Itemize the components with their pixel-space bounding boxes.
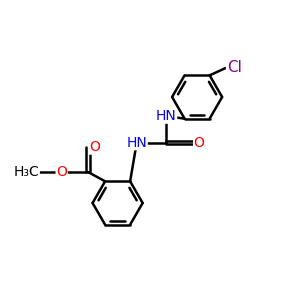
Text: HN: HN [156, 109, 177, 123]
Text: O: O [194, 136, 205, 150]
Text: HN: HN [126, 136, 147, 150]
Text: O: O [89, 140, 100, 154]
Text: Cl: Cl [226, 61, 242, 76]
Text: O: O [56, 165, 67, 179]
Text: H₃C: H₃C [14, 165, 39, 179]
